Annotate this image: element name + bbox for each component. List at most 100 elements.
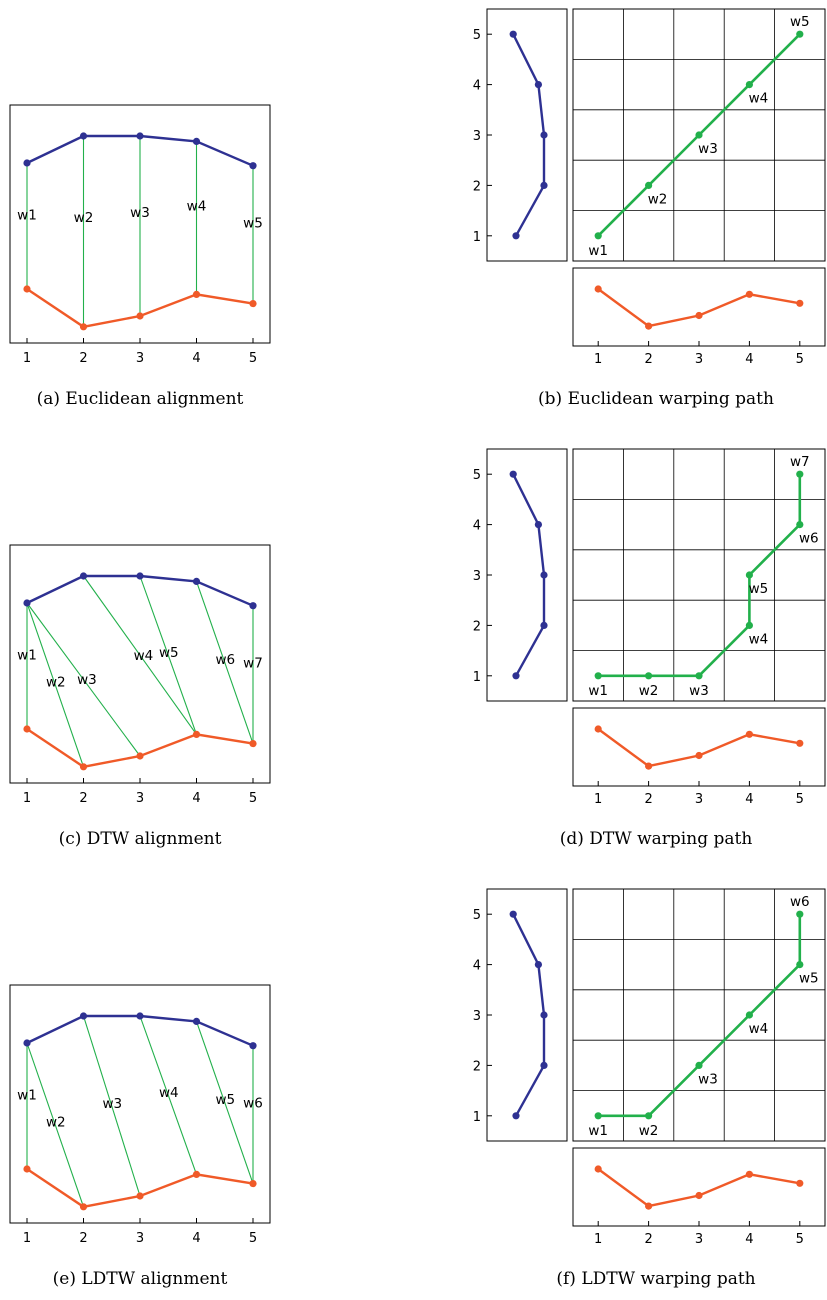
warp-label: w5	[215, 1092, 235, 1108]
warp-label: w6	[215, 652, 235, 668]
warp-label: w1	[17, 648, 37, 664]
warping-path-point	[594, 672, 602, 680]
panel-a: w1 w2 w3 w4 w5 1 2 3 4 5 (a) Euclidean alignment	[9, 104, 271, 409]
series-bottom-point	[23, 285, 31, 293]
warping-path-point	[796, 521, 804, 529]
left-series-frame	[486, 888, 568, 1142]
series-bottom-point	[136, 1192, 144, 1200]
y-tick-label: 1	[473, 670, 481, 685]
warp-connection	[26, 602, 85, 767]
warp-connection	[195, 1021, 254, 1184]
series-top-line	[26, 1014, 254, 1047]
series-top-point	[23, 1039, 31, 1047]
x-tick-label: 1	[594, 792, 602, 807]
y-tick-label: 4	[473, 79, 481, 94]
left-series-frame	[486, 448, 568, 702]
y-tick-label: 2	[473, 1059, 481, 1074]
series-top-point	[23, 599, 31, 607]
warp-label: w6	[790, 894, 810, 910]
series-bottom-line	[26, 1168, 254, 1209]
warp-connection	[26, 602, 141, 757]
warp-label: w5	[243, 216, 263, 232]
warp-label: w3	[77, 672, 97, 688]
series-bottom-point	[192, 290, 201, 298]
x-tick-label: 5	[796, 792, 804, 807]
series-top-point	[79, 572, 88, 580]
y-tick-label: 5	[473, 468, 481, 483]
warping-path-point	[695, 672, 703, 680]
x-tick-label: 3	[695, 352, 703, 367]
warp-label: w2	[648, 191, 668, 207]
x-tick-label: 2	[644, 792, 652, 807]
series-bottom-point	[249, 299, 257, 308]
warp-connection	[139, 1015, 198, 1175]
series-top-point	[136, 572, 144, 580]
y-tick-label: 5	[473, 28, 481, 43]
x-tick-label: 3	[695, 1232, 703, 1247]
series-bottom-point	[594, 725, 602, 733]
series-bottom-point	[79, 1203, 88, 1211]
x-tick-label: 4	[745, 1232, 753, 1247]
series-bottom-point	[695, 311, 703, 320]
warping-path-point	[745, 621, 754, 630]
series-bottom-point	[136, 752, 144, 760]
warp-label: w4	[187, 198, 207, 214]
y-tick-label: 1	[473, 1110, 481, 1125]
series-bottom-point	[796, 1179, 804, 1187]
panel-caption: (c) DTW alignment	[59, 829, 222, 849]
series-bottom-point	[645, 1202, 653, 1210]
series-top-point	[540, 181, 548, 189]
series-top-point	[249, 1042, 257, 1050]
series-top-point	[540, 621, 548, 630]
series-bottom-point	[745, 1170, 754, 1178]
series-bottom-point	[745, 730, 754, 738]
x-tick-label: 1	[23, 351, 31, 366]
warp-connection	[83, 575, 197, 735]
panel-d: 1 2 3 4 5 1 2 3 4 5 w1 w2 w3 w4 w5 w6 w7 (d) DTW warping …	[473, 448, 826, 849]
x-tick-label: 5	[249, 791, 257, 806]
series-bottom-point	[594, 1165, 602, 1173]
bottom-series-frame	[572, 707, 826, 787]
series-top-line	[26, 574, 254, 607]
series-top-point	[136, 1012, 144, 1020]
x-tick-label: 1	[594, 352, 602, 367]
x-tick-label: 4	[745, 792, 753, 807]
x-tick-label: 2	[79, 351, 87, 366]
x-tick-label: 5	[796, 1232, 804, 1247]
series-top-point	[512, 232, 520, 240]
panel-b: 1 2 3 4 5 1 2 3 4 5 w1 w2 w3 w4 w5 (b) Euclidean warpin…	[473, 8, 826, 409]
warp-label: w1	[17, 1088, 37, 1104]
warping-path-point	[645, 181, 653, 189]
warping-path-point	[796, 961, 804, 969]
warp-label: w5	[749, 581, 769, 597]
y-tick-label: 4	[473, 519, 481, 534]
x-tick-label: 3	[136, 1231, 144, 1246]
x-tick-label: 5	[249, 1231, 257, 1246]
series-top-point	[136, 132, 144, 140]
y-tick-label: 3	[473, 129, 481, 144]
series-bottom-point	[79, 323, 88, 331]
warp-label: w1	[588, 683, 608, 699]
warp-label: w2	[46, 1115, 66, 1131]
grid-frame	[572, 8, 826, 262]
series-top-line	[512, 913, 546, 1117]
x-tick-label: 2	[79, 791, 87, 806]
warping-path-point	[695, 1061, 703, 1069]
series-bottom-point	[79, 763, 88, 771]
panel-caption: (e) LDTW alignment	[53, 1269, 228, 1289]
y-tick-label: 2	[473, 619, 481, 634]
warp-connection	[26, 1042, 85, 1207]
panel-e: w1 w2 w3 w4 w5 w6 1 2 3 4 5 (e) LDTW alignment	[9, 984, 271, 1289]
y-tick-label: 2	[473, 179, 481, 194]
warp-label: w2	[639, 683, 659, 699]
warp-label: w5	[799, 971, 819, 987]
x-tick-label: 2	[644, 352, 652, 367]
warp-label: w3	[698, 141, 718, 157]
warp-label: w4	[159, 1085, 179, 1101]
series-top-point	[509, 30, 517, 38]
warp-label: w2	[639, 1123, 659, 1139]
series-top-point	[540, 1061, 548, 1069]
warping-path-point	[796, 910, 804, 918]
x-tick-label: 2	[644, 1232, 652, 1247]
warp-label: w3	[689, 683, 709, 699]
